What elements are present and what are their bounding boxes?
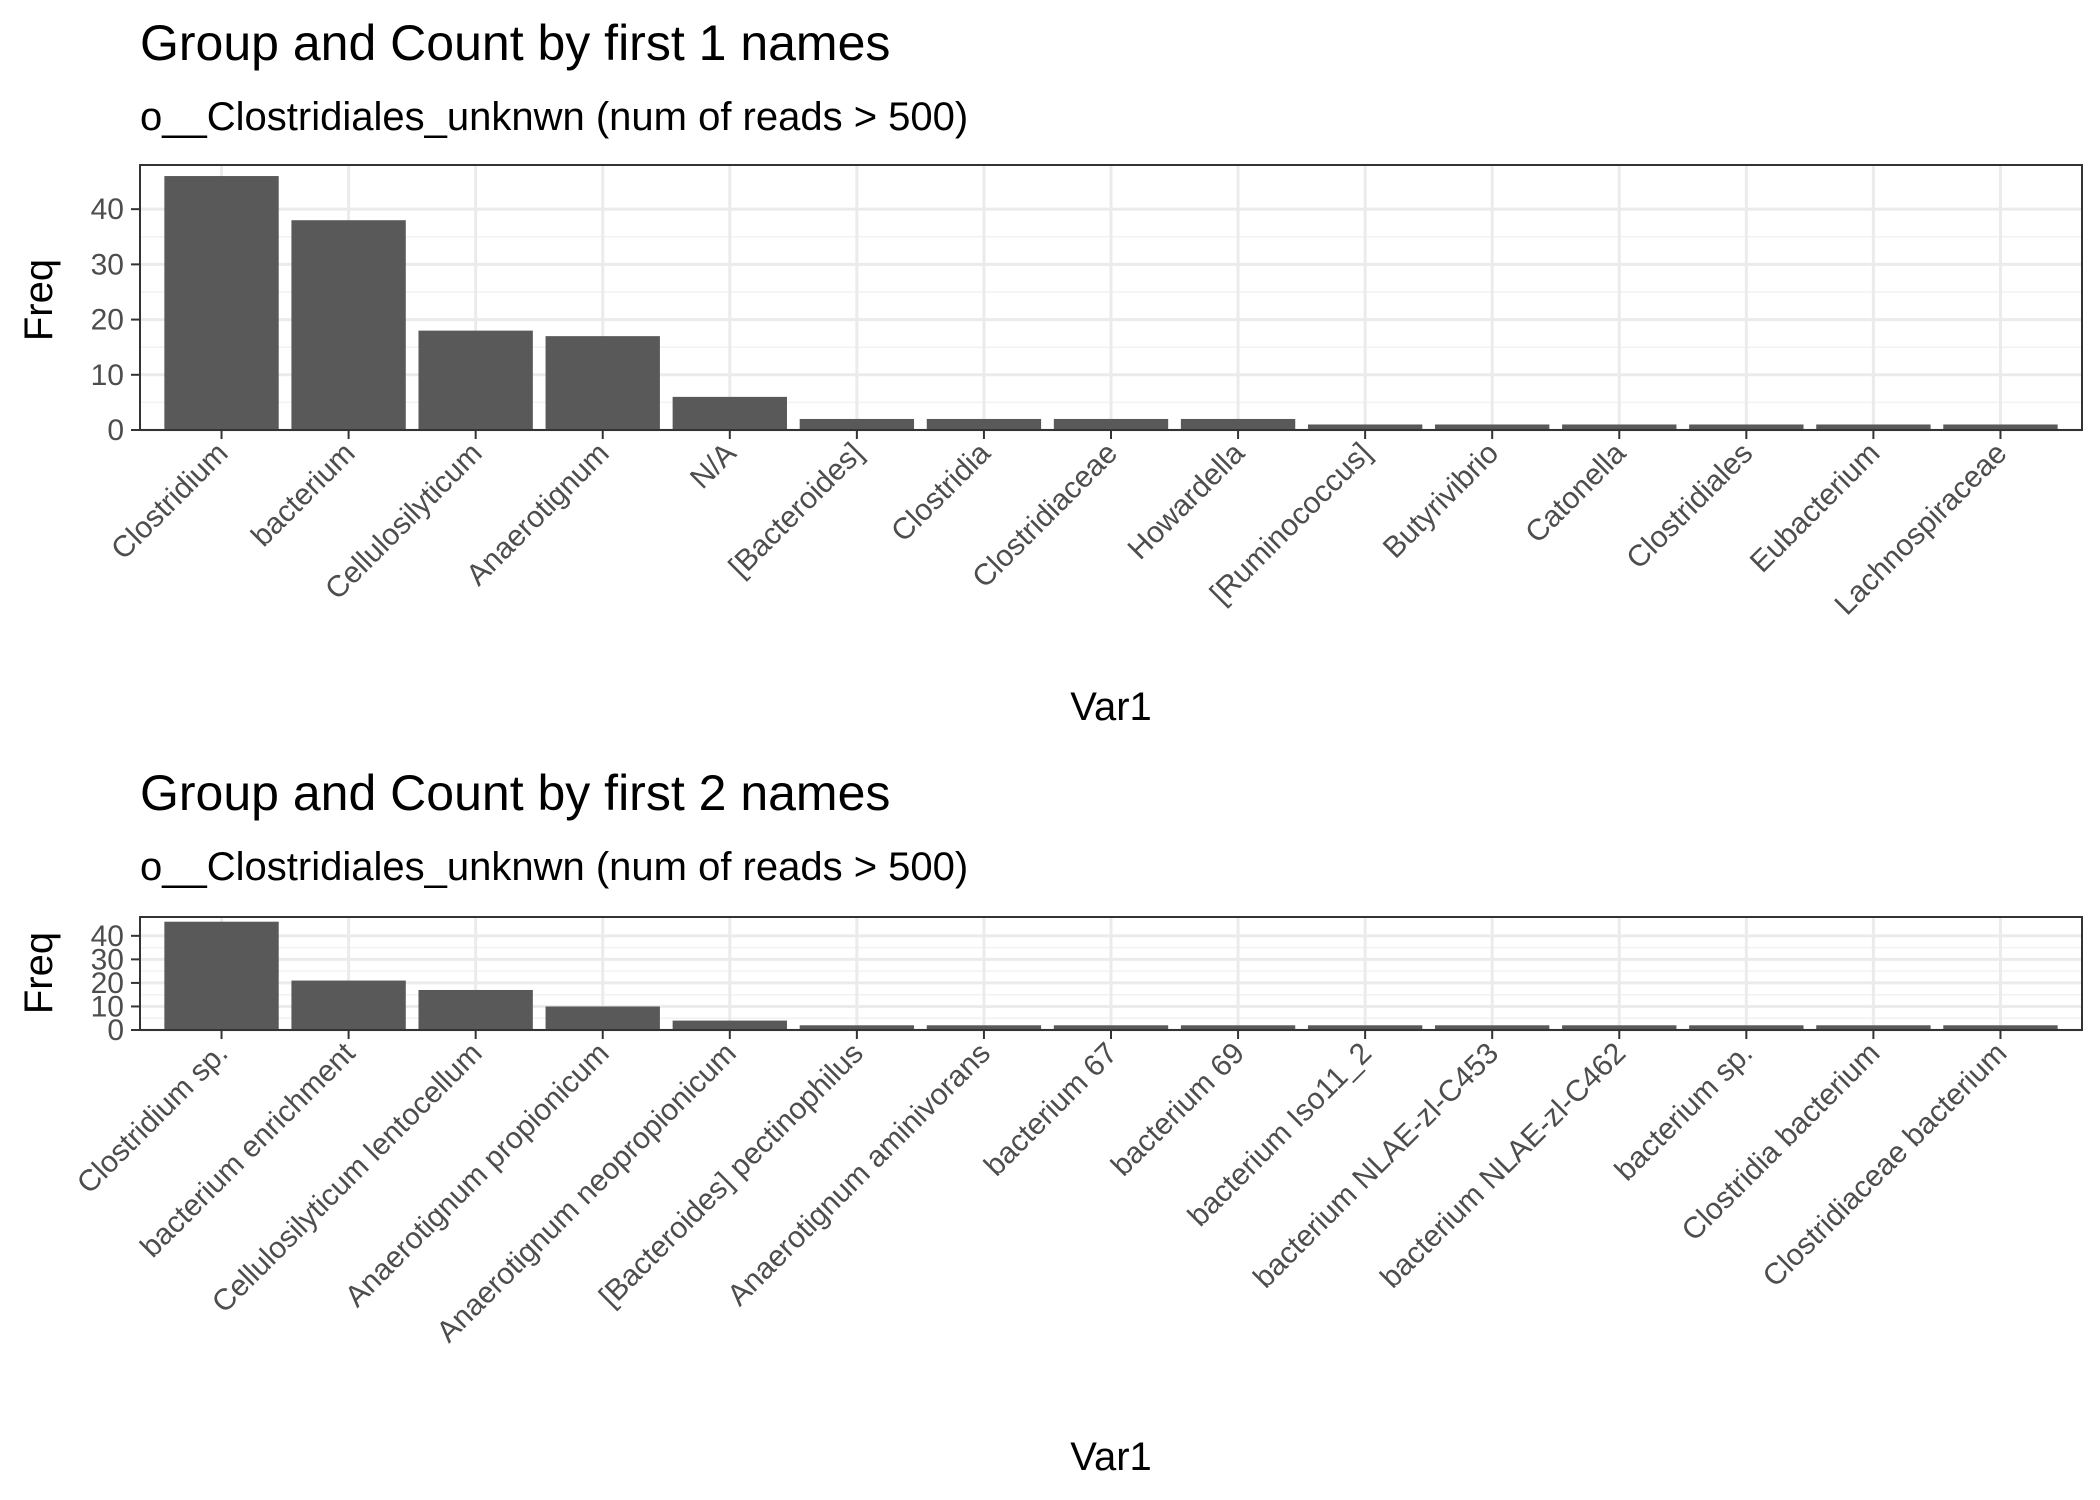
- bar: [1816, 424, 1931, 430]
- x-tick-label: [Bacteroides]: [723, 437, 870, 584]
- bar: [291, 980, 406, 1030]
- y-tick-label: 40: [91, 193, 124, 226]
- x-tick-label: bacterium 69: [1105, 1037, 1251, 1183]
- bar: [672, 396, 787, 430]
- x-tick-label: Clostridiales: [1620, 437, 1759, 576]
- bar: [1053, 418, 1169, 430]
- chart-subtitle: o__Clostridiales_unknwn (num of reads > …: [140, 845, 968, 889]
- x-tick-label: Clostridia: [885, 436, 997, 548]
- bar: [164, 921, 279, 1030]
- bar: [545, 1006, 660, 1030]
- bar: [1562, 1025, 1677, 1030]
- x-tick-label: Clostridium: [105, 437, 234, 566]
- y-tick-label: 20: [91, 304, 124, 337]
- bar: [926, 1025, 1042, 1030]
- x-tick-label: bacterium: [245, 437, 361, 553]
- y-tick-label: 0: [107, 414, 124, 447]
- bar: [926, 418, 1042, 430]
- chart-title: Group and Count by first 1 names: [140, 15, 890, 71]
- bar: [799, 1025, 915, 1030]
- bar: [1943, 1025, 2058, 1030]
- bar: [1435, 424, 1550, 430]
- bar: [1689, 424, 1804, 430]
- x-tick-label: Anaerotignum propionicum: [339, 1037, 616, 1314]
- x-tick-label: Catonella: [1519, 436, 1632, 549]
- y-tick-label: 10: [91, 359, 124, 392]
- bar: [1307, 1025, 1423, 1030]
- x-tick-label: Cellulosilyticum lentocellum: [206, 1037, 489, 1320]
- chart-subtitle: o__Clostridiales_unknwn (num of reads > …: [140, 95, 968, 139]
- chart-panel-1: Group and Count by first 1 names o__Clost…: [17, 15, 2083, 729]
- y-axis-title: Freq: [17, 932, 61, 1014]
- x-tick-label: Anaerotignum aminivorans: [721, 1037, 997, 1313]
- bar: [164, 176, 279, 430]
- chart-title: Group and Count by first 2 names: [140, 765, 890, 821]
- y-tick-label: 0: [107, 1014, 124, 1047]
- bar: [1689, 1025, 1804, 1030]
- bar: [418, 330, 533, 430]
- bar: [1435, 1025, 1550, 1030]
- y-tick-label: 10: [91, 990, 124, 1023]
- bar: [1562, 424, 1677, 430]
- x-tick-label: bacterium 67: [978, 1037, 1124, 1183]
- bar: [291, 220, 406, 430]
- bar: [672, 1020, 787, 1030]
- bar: [545, 336, 660, 430]
- x-tick-label: N/A: [684, 437, 743, 496]
- chart-panel-2: Group and Count by first 2 names o__Clost…: [17, 765, 2083, 1479]
- x-tick-label: bacterium enrichment: [134, 1036, 362, 1264]
- bar: [1053, 1025, 1169, 1030]
- y-tick-label: 20: [91, 967, 124, 1000]
- y-tick-label: 30: [91, 248, 124, 281]
- x-axis-title: Var1: [1070, 685, 1152, 729]
- x-tick-label: [Bacteroides] pectinophilus: [593, 1037, 870, 1314]
- x-axis-title: Var1: [1070, 1435, 1152, 1479]
- x-tick-label: Eubacterium: [1744, 437, 1886, 579]
- y-axis-title: Freq: [17, 259, 61, 341]
- x-tick-label: bacterium NLAE-zl-C462: [1374, 1037, 1632, 1295]
- bar: [418, 989, 533, 1030]
- bar: [1180, 1025, 1296, 1030]
- y-tick-label: 40: [91, 920, 124, 953]
- bar: [1180, 418, 1296, 430]
- y-tick-label: 30: [91, 943, 124, 976]
- x-tick-label: Butyrivibrio: [1377, 437, 1505, 565]
- x-tick-label: Clostridiaceae bacterium: [1757, 1037, 2014, 1294]
- x-tick-label: Howardella: [1122, 436, 1252, 566]
- bar: [1307, 424, 1423, 430]
- x-tick-label: bacterium NLAE-zl-C453: [1247, 1037, 1505, 1295]
- bar: [799, 418, 915, 430]
- bar: [1943, 424, 2058, 430]
- bar: [1816, 1025, 1931, 1030]
